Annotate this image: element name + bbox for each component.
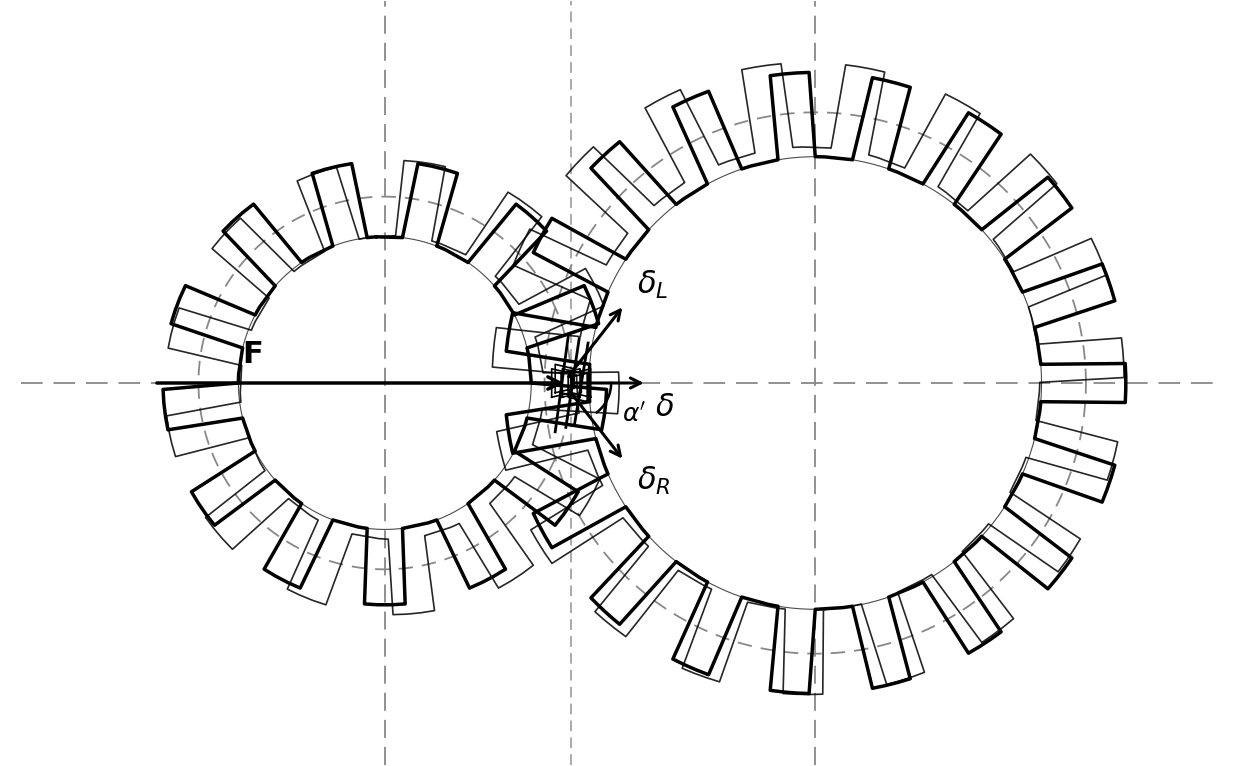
Text: $\delta_L$: $\delta_L$ (637, 269, 668, 301)
Text: $\delta$: $\delta$ (656, 392, 675, 423)
Text: $\delta_R$: $\delta_R$ (637, 465, 671, 497)
Text: $\alpha'$: $\alpha'$ (621, 402, 646, 427)
Text: $\mathbf{F}$: $\mathbf{F}$ (242, 339, 262, 370)
